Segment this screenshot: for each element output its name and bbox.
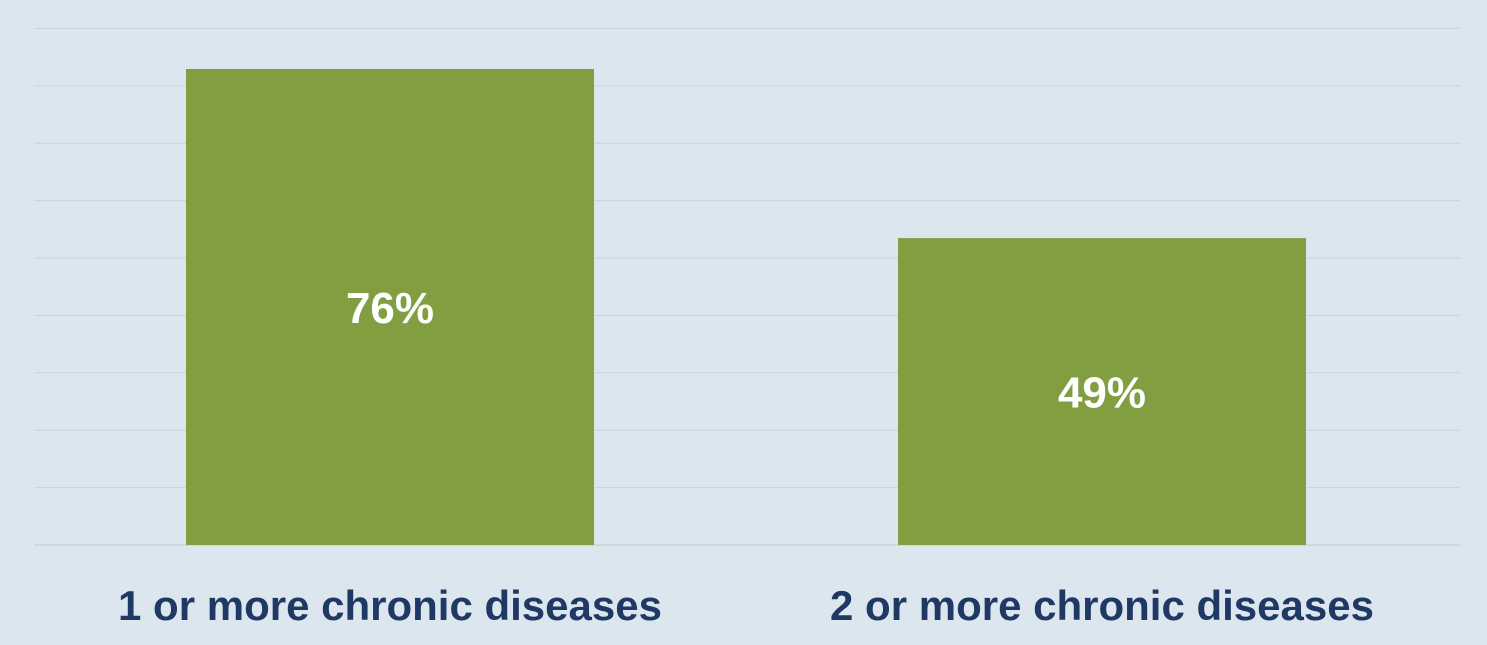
- bar-value-label: 49%: [1058, 369, 1146, 418]
- bar-value-label: 76%: [346, 284, 434, 333]
- bar-2: [898, 238, 1306, 545]
- category-label: 2 or more chronic diseases: [830, 582, 1374, 629]
- bars: [186, 69, 1306, 545]
- category-label: 1 or more chronic diseases: [118, 582, 662, 629]
- bar-labels: 76% 49%: [346, 284, 1146, 418]
- bar-1: [186, 69, 594, 545]
- category-labels: 1 or more chronic diseases 2 or more chro…: [118, 582, 1374, 629]
